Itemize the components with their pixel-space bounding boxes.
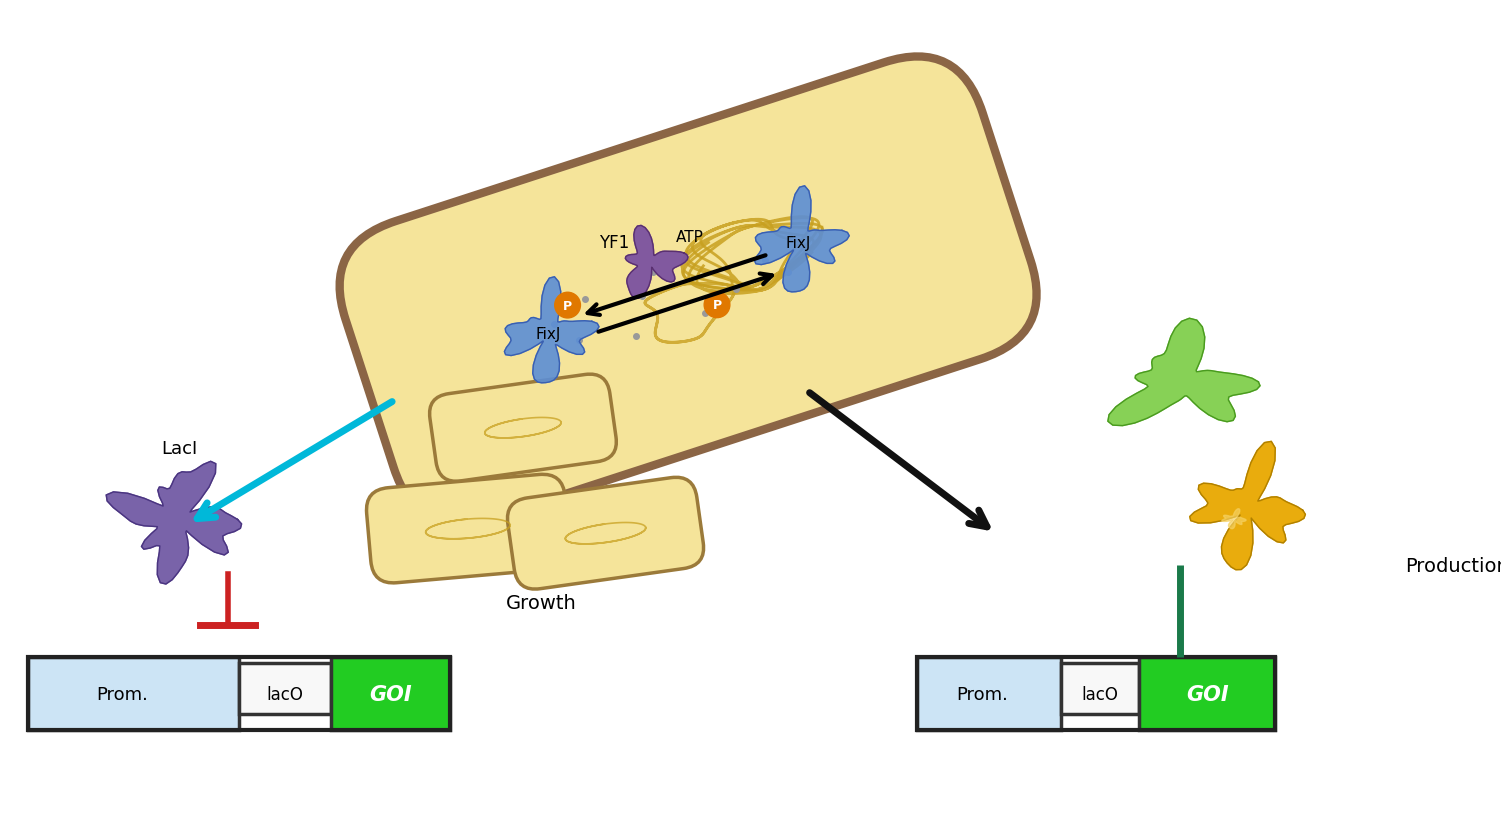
Polygon shape xyxy=(626,226,687,299)
Text: Prom.: Prom. xyxy=(96,685,149,703)
FancyBboxPatch shape xyxy=(339,57,1037,524)
Polygon shape xyxy=(504,277,599,384)
Polygon shape xyxy=(1190,442,1306,570)
FancyBboxPatch shape xyxy=(27,657,239,730)
Text: P: P xyxy=(563,299,572,313)
Circle shape xyxy=(704,293,729,318)
Polygon shape xyxy=(755,187,850,293)
Text: GOI: GOI xyxy=(369,684,411,704)
Text: YF1: YF1 xyxy=(599,233,629,251)
FancyBboxPatch shape xyxy=(429,375,617,481)
Text: Production: Production xyxy=(1405,556,1501,575)
FancyBboxPatch shape xyxy=(366,475,569,583)
Text: FixJ: FixJ xyxy=(536,327,560,342)
Text: lacO: lacO xyxy=(267,685,303,703)
Text: FixJ: FixJ xyxy=(785,236,811,251)
Text: Prom.: Prom. xyxy=(956,685,1007,703)
Text: Growth: Growth xyxy=(506,593,576,612)
Polygon shape xyxy=(1222,509,1246,529)
FancyBboxPatch shape xyxy=(1139,657,1276,730)
Text: LacI: LacI xyxy=(161,439,197,457)
FancyBboxPatch shape xyxy=(332,657,450,730)
FancyBboxPatch shape xyxy=(239,663,332,715)
FancyBboxPatch shape xyxy=(507,478,704,590)
FancyBboxPatch shape xyxy=(917,657,1061,730)
Text: P: P xyxy=(713,299,722,312)
Polygon shape xyxy=(1108,319,1259,426)
Text: lacO: lacO xyxy=(1082,685,1118,703)
Text: GOI: GOI xyxy=(1186,684,1229,704)
FancyBboxPatch shape xyxy=(1061,663,1139,715)
Circle shape xyxy=(555,293,581,318)
Polygon shape xyxy=(107,461,242,585)
Text: ATP: ATP xyxy=(675,230,704,245)
